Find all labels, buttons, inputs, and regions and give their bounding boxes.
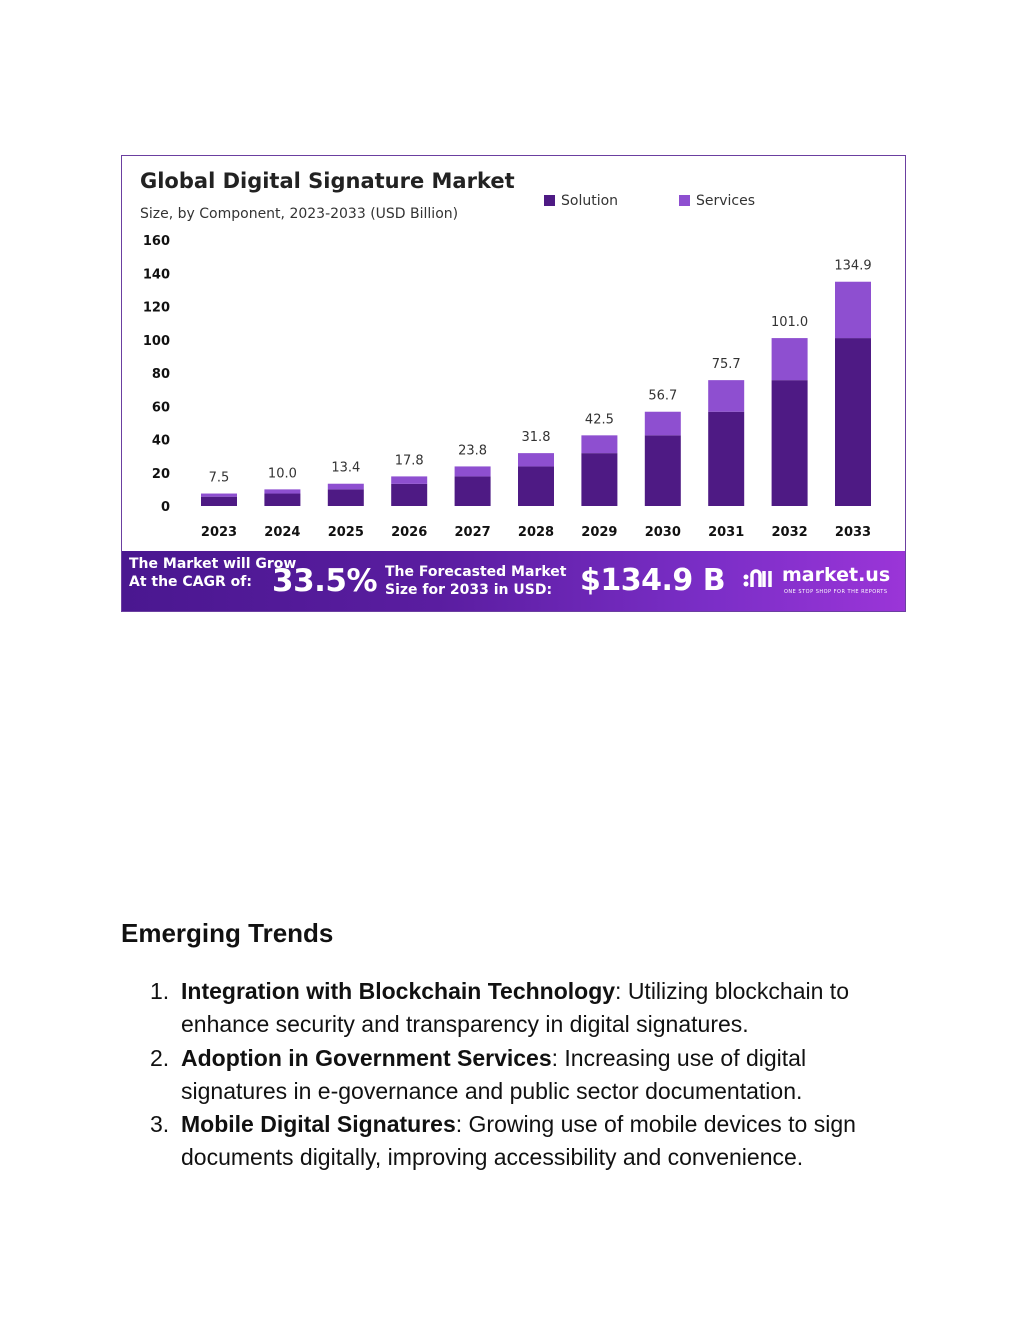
data-label: 75.7	[712, 357, 741, 372]
bar-solution	[327, 489, 364, 506]
list-number: 1.	[150, 978, 170, 1004]
y-axis-ticks: 0 20 40 60 80 100 120 140 160	[143, 234, 170, 515]
trends-list: 1. Integration with Blockchain Technolog…	[150, 975, 910, 1175]
x-tick-label: 2023	[201, 525, 237, 540]
bar-solution	[771, 380, 808, 506]
cagr-caption-line1: The Market will Grow	[129, 556, 297, 572]
bar-services	[201, 493, 237, 497]
forecast-caption-line1: The Forecasted Market	[385, 564, 567, 580]
x-axis-ticks: 2023 2024 2025 2026 2027 2028 2029 2030 2031 2032…	[201, 525, 871, 540]
trend-title: Adoption in Government Services	[181, 1044, 552, 1071]
data-label: 56.7	[648, 389, 677, 404]
y-tick-label: 100	[143, 334, 170, 349]
section-heading: Emerging Trends	[121, 918, 334, 948]
trend-description: : Growing use of mobile devices to sign …	[181, 1111, 856, 1171]
cagr-value: 33.5%	[272, 563, 378, 599]
x-tick-label: 2030	[645, 525, 681, 540]
x-tick-label: 2033	[835, 525, 871, 540]
x-tick-label: 2025	[328, 525, 364, 540]
bar-services	[327, 483, 364, 490]
summary-banner: The Market will Grow At the CAGR of: 33.…	[122, 551, 905, 611]
data-label: 7.5	[209, 471, 230, 486]
trend-item: 3. Mobile Digital Signatures: Growing us…	[150, 1108, 910, 1175]
bar-solution	[264, 493, 301, 506]
market-chart-figure: Global Digital Signature Market Size, by…	[121, 155, 906, 612]
x-tick-label: 2028	[518, 525, 554, 540]
chart-subtitle: Size, by Component, 2023-2033 (USD Billi…	[140, 206, 458, 222]
x-tick-label: 2024	[264, 525, 300, 540]
trend-title: Mobile Digital Signatures	[181, 1111, 456, 1138]
x-tick-label: 2027	[455, 525, 491, 540]
bar-solution	[201, 496, 237, 506]
bars	[201, 281, 871, 506]
data-label: 31.8	[522, 430, 551, 445]
logo-tagline: ONE STOP SHOP FOR THE REPORTS	[784, 589, 888, 595]
bar-services	[581, 435, 618, 454]
bar-services	[771, 338, 808, 381]
bar-services	[644, 411, 681, 436]
y-tick-label: 120	[143, 301, 170, 316]
y-tick-label: 80	[152, 367, 170, 382]
market-us-logo-icon	[742, 567, 776, 596]
list-number: 3.	[150, 1111, 170, 1138]
x-tick-label: 2029	[581, 525, 617, 540]
bar-services	[454, 466, 491, 477]
y-tick-label: 60	[152, 400, 170, 415]
list-number: 2.	[150, 1044, 170, 1071]
forecast-caption-line2: Size for 2033 in USD:	[385, 582, 553, 598]
y-tick-label: 140	[143, 267, 170, 282]
data-label: 17.8	[395, 453, 424, 468]
y-tick-label: 160	[143, 234, 170, 249]
legend-label: Services	[696, 193, 755, 209]
data-label: 101.0	[771, 315, 808, 330]
data-label: 134.9	[834, 259, 871, 274]
data-label: 42.5	[585, 412, 614, 427]
bar-solution	[835, 338, 871, 506]
legend-label: Solution	[561, 193, 618, 209]
bar-services	[264, 489, 301, 494]
data-label: 10.0	[268, 466, 297, 481]
x-tick-label: 2026	[391, 525, 427, 540]
bar-solution	[454, 476, 491, 506]
bar-solution	[581, 453, 618, 506]
bar-services	[708, 380, 745, 412]
total-labels: 7.5 10.0 13.4 17.8 23.8 31.8 42.5 56.7 75.7 101.0…	[209, 259, 872, 486]
cagr-caption-line2: At the CAGR of:	[129, 574, 252, 590]
x-tick-label: 2032	[772, 525, 808, 540]
y-tick-label: 40	[152, 434, 170, 449]
bar-solution	[518, 466, 554, 506]
trend-description: : Utilizing blockchain to enhance securi…	[181, 978, 849, 1038]
market-us-logo-text: market.us	[782, 564, 891, 586]
y-tick-label: 20	[152, 467, 170, 482]
bar-chart: Global Digital Signature Market Size, by…	[140, 169, 872, 540]
trend-item: 2. Adoption in Government Services: Incr…	[150, 1042, 910, 1109]
bar-services	[518, 453, 554, 467]
bar-services	[835, 281, 871, 339]
legend-swatch	[679, 195, 690, 206]
bar-solution	[708, 411, 745, 506]
bar-solution	[644, 435, 681, 506]
chart-legend: Solution Services	[544, 193, 755, 209]
trend-item: 1. Integration with Blockchain Technolog…	[150, 975, 910, 1042]
data-label: 23.8	[458, 443, 487, 458]
bar-services	[391, 476, 428, 484]
x-tick-label: 2031	[708, 525, 744, 540]
chart-title: Global Digital Signature Market	[140, 169, 515, 193]
trend-description: : Increasing use of digital signatures i…	[181, 1044, 807, 1104]
y-tick-label: 0	[161, 500, 170, 515]
data-label: 13.4	[331, 461, 360, 476]
forecast-market-size: $134.9 B	[580, 563, 726, 598]
trend-title: Integration with Blockchain Technology	[181, 978, 616, 1004]
bar-solution	[391, 483, 428, 506]
legend-swatch	[544, 195, 555, 206]
